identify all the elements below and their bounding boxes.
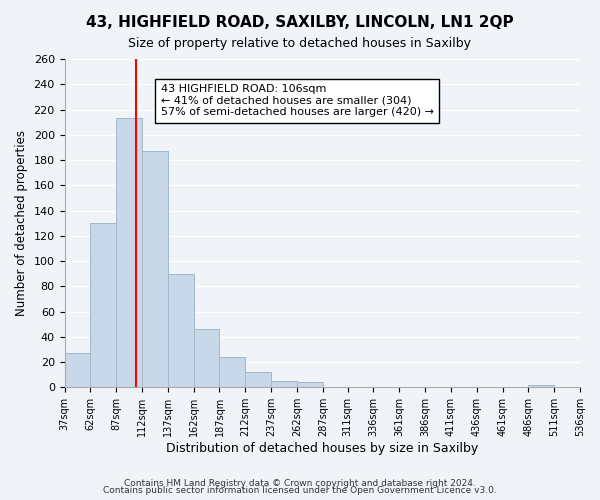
Bar <box>168 274 194 388</box>
Bar <box>220 357 245 388</box>
Bar <box>91 223 116 388</box>
Bar <box>142 151 168 388</box>
Bar <box>271 381 297 388</box>
Bar <box>529 385 554 388</box>
X-axis label: Distribution of detached houses by size in Saxilby: Distribution of detached houses by size … <box>166 442 478 455</box>
Bar <box>65 353 91 388</box>
Bar <box>194 330 220 388</box>
Text: 43 HIGHFIELD ROAD: 106sqm
← 41% of detached houses are smaller (304)
57% of semi: 43 HIGHFIELD ROAD: 106sqm ← 41% of detac… <box>161 84 434 117</box>
Y-axis label: Number of detached properties: Number of detached properties <box>15 130 28 316</box>
Text: Contains HM Land Registry data © Crown copyright and database right 2024.: Contains HM Land Registry data © Crown c… <box>124 478 476 488</box>
Text: Size of property relative to detached houses in Saxilby: Size of property relative to detached ho… <box>128 38 472 51</box>
Text: 43, HIGHFIELD ROAD, SAXILBY, LINCOLN, LN1 2QP: 43, HIGHFIELD ROAD, SAXILBY, LINCOLN, LN… <box>86 15 514 30</box>
Bar <box>116 118 142 388</box>
Text: Contains public sector information licensed under the Open Government Licence v3: Contains public sector information licen… <box>103 486 497 495</box>
Bar <box>245 372 271 388</box>
Bar <box>297 382 323 388</box>
